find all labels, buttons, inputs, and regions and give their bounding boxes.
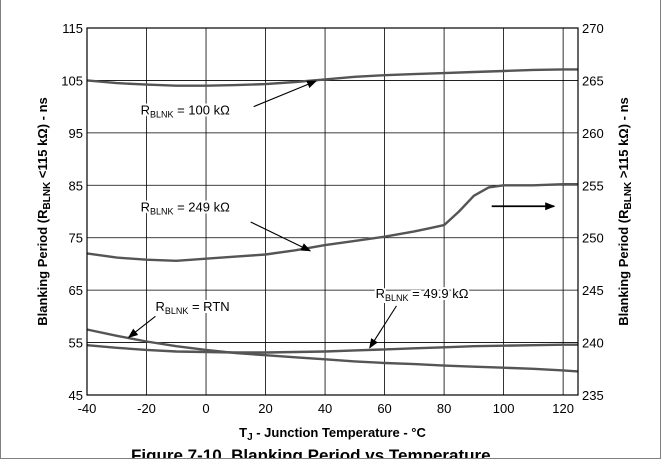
y-tick-label-left: 75 [69,231,83,246]
annotation-arrow-1 [250,221,312,252]
y-tick-label-right: 235 [582,388,604,403]
y-tick-label-right: 255 [582,178,604,193]
series-line-0 [86,68,578,87]
y-tick-label-right: 270 [582,21,604,36]
y-tick-label-right: 250 [582,231,604,246]
x-tick-label: 80 [437,401,451,416]
annotation-arrow-0 [253,80,318,108]
x-tick-label: 20 [258,401,272,416]
x-tick-label: -40 [78,401,97,416]
x-tick-label: 60 [377,401,391,416]
x-tick-label: 40 [318,401,332,416]
series-line-1 [86,182,578,262]
y-tick-label-right: 260 [582,126,604,141]
series-label-2: RBLNK = RTN [155,299,229,316]
x-tick-label: 100 [493,401,515,416]
y-tick-label-left: 115 [62,21,83,36]
series-line-2 [86,328,579,373]
x-tick-label: 0 [202,401,209,416]
x-axis-title: TJ - Junction Temperature - °C [239,425,426,443]
series-label-1: RBLNK = 249 kΩ [141,200,231,217]
series-group [86,68,579,373]
y-tick-label-left: 65 [69,283,83,298]
y-axis-title-left: Blanking Period (RBLNK <115 kΩ) - ns [35,97,53,326]
x-tick-label: 120 [552,401,574,416]
series-label-3: RBLNK = 49.9 kΩ [376,286,469,303]
annotation-arrow-2 [127,315,156,338]
series-label-0: RBLNK = 100 kΩ [141,103,231,120]
y-tick-label-right: 240 [582,336,604,351]
y-tick-label-left: 45 [69,388,83,403]
plot-frame [86,27,579,396]
annotation-group: RBLNK = 100 kΩ RBLNK = 249 kΩ RBLNK = RTN R… [127,80,556,349]
y-axis-title-right: Blanking Period (RBLNK >115 kΩ) - ns [616,97,634,326]
y-tick-label-left: 95 [69,126,83,141]
figure-caption: Figure 7-10. Blanking Period vs Temperat… [131,446,491,459]
tick-labels: -40 -20 0 20 40 60 80 100 120 45 55 65 75 85 95 105 115 2… [61,21,603,416]
series-line-3 [86,343,578,354]
annotation-arrow-3 [369,305,397,349]
y-tick-label-left: 55 [69,336,83,351]
y-tick-label-left: 85 [69,178,83,193]
x-tick-label: -20 [137,401,156,416]
y-tick-label-left: 105 [61,73,83,88]
y-tick-label-right: 245 [582,283,604,298]
y-tick-label-right: 265 [582,73,604,88]
